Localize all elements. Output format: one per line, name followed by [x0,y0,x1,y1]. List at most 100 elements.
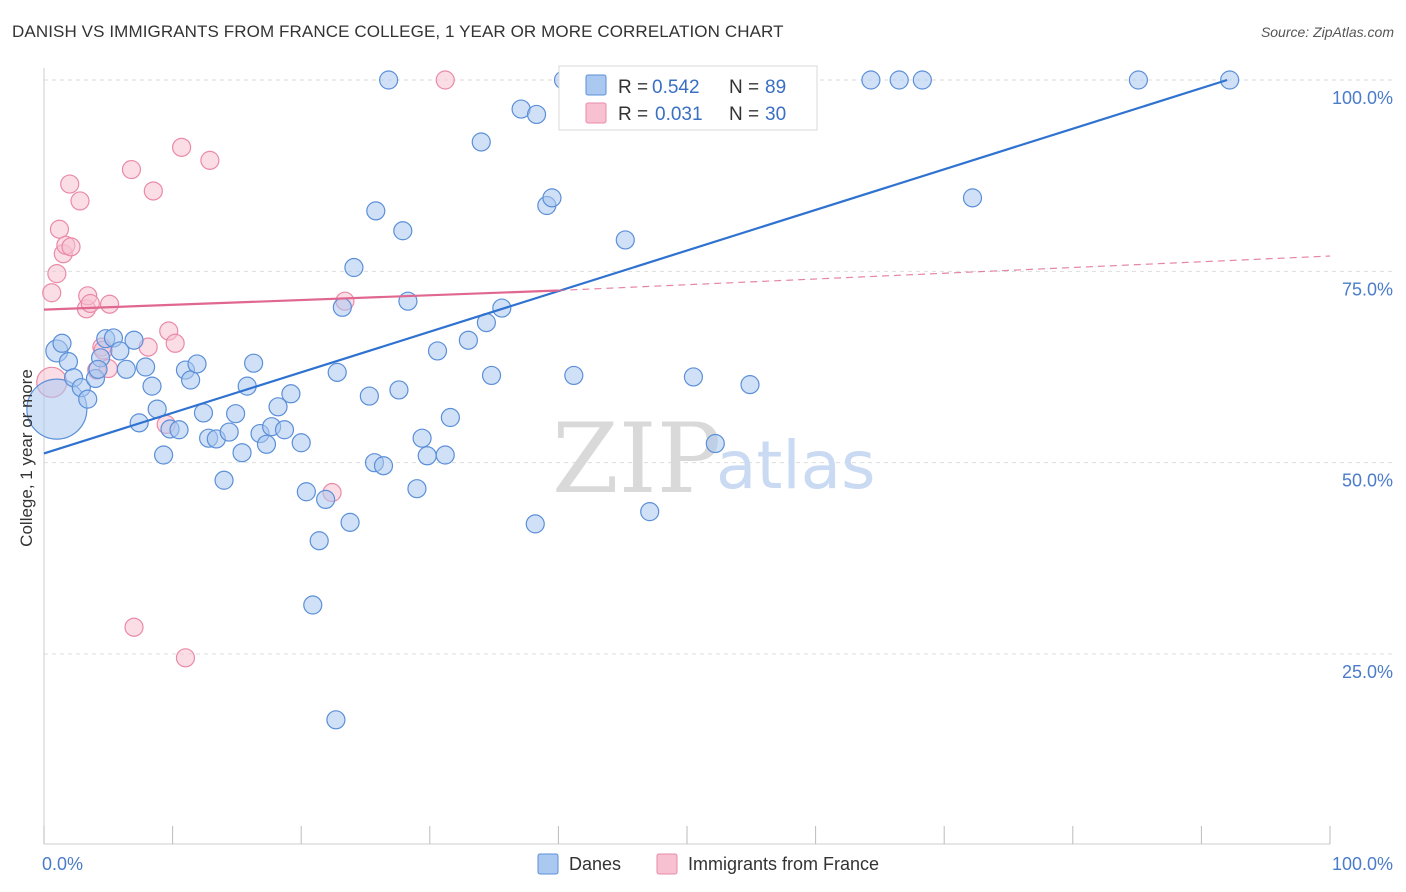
danes-point [417,446,437,466]
danes-point [244,353,264,373]
danes-point [26,378,88,440]
legend-france-n-label: N = [729,104,759,125]
danes-point [861,70,881,90]
france-point [70,191,90,211]
top-legend: R = 0.542 N = 89 R = 0.031 N = 30 [558,65,818,131]
danes-point [52,333,72,353]
y-tick-label: 50.0% [1342,471,1393,491]
legend-france-r-value: 0.031 [655,104,703,125]
france-point [435,70,455,90]
france-point [165,333,185,353]
france-point [124,617,144,637]
danes-point [427,341,448,361]
danes-point [296,482,316,502]
danes-point [78,389,98,409]
bottom-legend-danes-label: Danes [569,854,621,874]
france-point [143,181,163,201]
danes-point [440,407,460,428]
danes-point [316,489,336,510]
danes-point [232,443,252,463]
france-point [80,293,100,314]
danes-point [181,370,201,390]
danes-point [481,365,502,386]
danes-points [26,70,1240,730]
france-point [175,648,196,668]
danes-point [135,357,156,377]
danes-point [327,362,347,382]
legend-danes-n-value: 89 [765,77,786,98]
danes-point [1220,70,1240,90]
danes-point [281,384,301,404]
danes-point [962,188,983,208]
legend-danes-swatch [585,74,607,96]
danes-point [564,365,584,386]
danes-point [373,456,394,476]
danes-point [303,595,323,615]
y-tick-label: 25.0% [1342,662,1393,682]
watermark-atlas: atlas [716,427,876,504]
bottom-legend-danes-swatch [537,853,559,875]
danes-point [526,104,547,125]
danes-point [912,70,932,90]
danes-point [58,352,79,372]
danes-point [740,375,760,395]
danes-point [407,479,427,499]
danes-point [219,422,239,442]
danes-point [116,359,136,379]
danes-point [88,359,108,379]
danes-point [359,386,379,406]
danes-point [268,397,288,417]
danes-point [889,70,909,90]
danes-point [393,221,413,241]
danes-point [142,376,162,396]
france-point [49,219,70,239]
legend-france-r-label: R = [618,104,648,125]
danes-point [412,428,432,448]
danes-point [256,434,277,454]
danes-point [615,230,635,250]
france-point [61,237,81,257]
danes-point [542,188,562,208]
y-tick-label: 75.0% [1342,279,1393,299]
danes-point [169,420,189,440]
bottom-legend-france-label: Immigrants from France [688,854,879,874]
france-point [200,150,220,170]
danes-point [124,330,144,350]
danes-point [525,514,545,534]
france-point [47,264,67,284]
legend-danes-r-value: 0.542 [652,77,700,98]
danes-point [683,367,704,387]
chart-title: DANISH VS IMMIGRANTS FROM FRANCE COLLEGE… [12,22,784,41]
danes-point [187,354,207,374]
danes-point [226,404,246,424]
legend-danes-n-label: N = [729,77,759,98]
danes-point [193,403,214,423]
france-point [99,294,120,314]
france-trendline-extension [558,255,1331,292]
danes-point [153,445,174,465]
danes-point [458,330,478,350]
bottom-legend-france-swatch [656,853,678,875]
tick-labels: 100.0% 75.0% 50.0% 25.0% 0.0% 100.0% [42,88,1393,874]
chart-source: Source: ZipAtlas.com [1260,24,1394,40]
danes-point [291,433,311,453]
danes-point [1128,70,1148,90]
danes-point [344,257,364,278]
danes-point [705,433,725,454]
france-point [60,174,80,194]
legend-danes-r-label: R = [618,77,648,98]
danes-point [435,445,455,465]
france-point [172,137,192,157]
france-trendline [43,289,559,311]
y-tick-label: 100.0% [1332,88,1393,108]
danes-point [110,341,130,361]
axes [43,68,1331,845]
france-point [42,283,62,303]
danes-point [640,502,660,522]
france-point [121,159,142,180]
watermark-zip: ZIP [552,403,721,515]
watermark: ZIP atlas [552,403,876,515]
danes-point [214,470,234,490]
danes-point [326,710,346,730]
